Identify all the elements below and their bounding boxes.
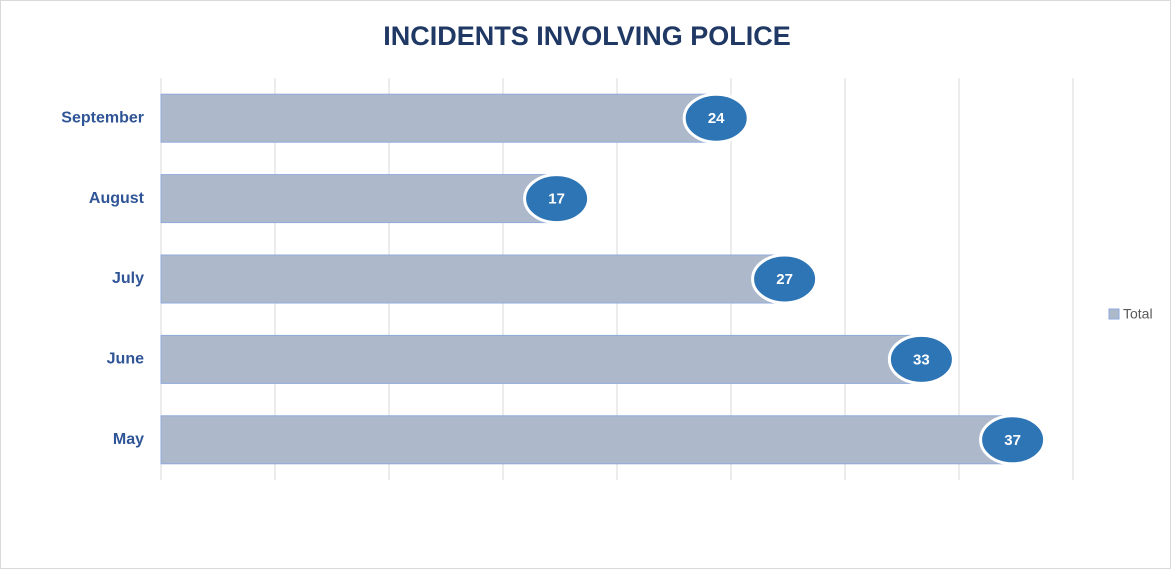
data-label: 17 xyxy=(548,191,565,208)
data-label-bubble xyxy=(523,173,591,225)
data-label: 24 xyxy=(708,110,725,127)
legend-swatch xyxy=(1108,308,1120,320)
data-label-bubble xyxy=(887,333,955,385)
bar xyxy=(160,174,550,224)
data-label-bubble xyxy=(682,92,750,144)
bar xyxy=(160,334,914,384)
y-tick-label: August xyxy=(89,190,145,207)
data-label-bubble xyxy=(979,414,1047,466)
legend-label: Total xyxy=(1123,306,1153,322)
y-tick-label: September xyxy=(61,109,144,126)
data-label: 33 xyxy=(913,351,930,368)
bar xyxy=(160,415,1006,465)
y-tick-label: May xyxy=(113,431,144,448)
bar xyxy=(160,93,709,143)
y-tick-label: June xyxy=(107,351,144,368)
y-tick-label: July xyxy=(112,270,144,287)
data-label: 37 xyxy=(1004,432,1021,449)
chart-title: INCIDENTS INVOLVING POLICE xyxy=(383,21,791,51)
data-label-bubble xyxy=(751,253,819,305)
data-label: 27 xyxy=(776,271,793,288)
bar xyxy=(160,254,778,304)
